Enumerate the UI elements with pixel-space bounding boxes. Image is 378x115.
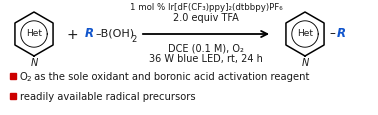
Text: 2.0 equiv TFA: 2.0 equiv TFA [173, 13, 239, 23]
Text: R: R [337, 27, 346, 40]
Text: O: O [20, 71, 28, 81]
Bar [10, 73, 16, 79]
Text: R: R [85, 27, 94, 40]
Text: Het: Het [297, 29, 313, 38]
Text: –B(OH): –B(OH) [95, 29, 134, 39]
Text: DCE (0.1 M), O₂: DCE (0.1 M), O₂ [168, 44, 244, 54]
Text: +: + [66, 28, 78, 42]
Text: N: N [301, 58, 308, 67]
Text: readily available radical precursors: readily available radical precursors [20, 91, 196, 101]
Text: –: – [329, 27, 335, 40]
Text: Het: Het [26, 29, 42, 38]
Text: 2: 2 [131, 35, 136, 44]
Text: as the sole oxidant and boronic acid activation reagent: as the sole oxidant and boronic acid act… [31, 71, 309, 81]
Text: N: N [30, 58, 38, 67]
Bar [10, 93, 16, 99]
Text: 1 mol % Ir[dF(CF₃)ppy]₂(dtbbpy)PF₆: 1 mol % Ir[dF(CF₃)ppy]₂(dtbbpy)PF₆ [130, 3, 282, 11]
Text: 2: 2 [26, 76, 31, 82]
Text: 36 W blue LED, rt, 24 h: 36 W blue LED, rt, 24 h [149, 54, 263, 63]
